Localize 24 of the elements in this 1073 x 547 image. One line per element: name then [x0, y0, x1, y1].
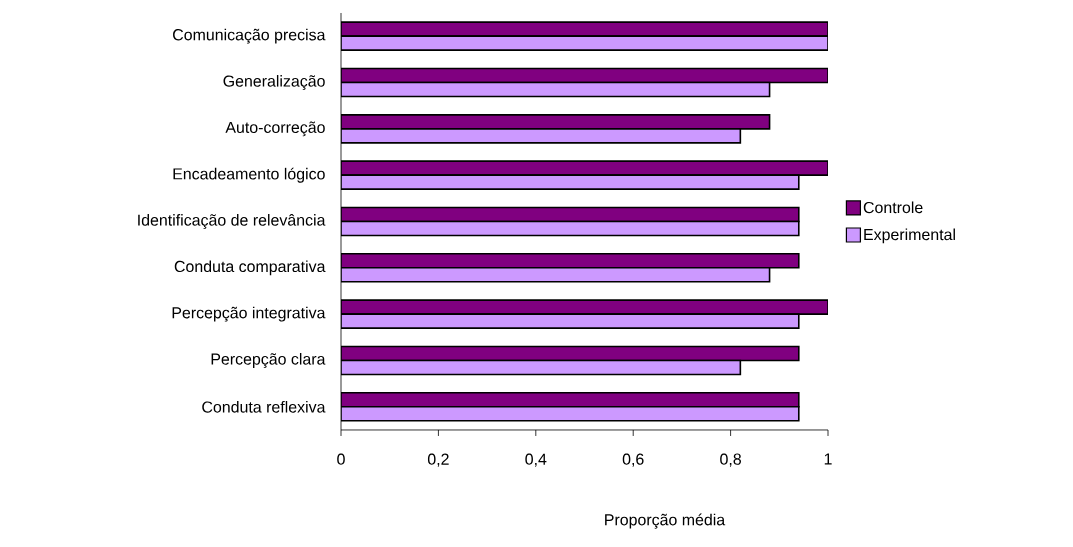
y-tick-label: Percepção integrativa: [172, 306, 326, 322]
y-tick-label: Identificação de relevância: [138, 214, 326, 229]
bar: [341, 220, 800, 237]
x-tick-label: 0: [337, 453, 345, 465]
bar: [341, 359, 742, 376]
x-tick-label: 1: [824, 453, 832, 465]
y-tick-label: Auto-correção: [225, 121, 325, 137]
x-tick-label: 0,8: [720, 453, 741, 467]
bar: [341, 345, 800, 362]
y-tick-label: Encadeamento lógico: [173, 167, 325, 183]
y-tick-label: Conduta comparativa: [174, 260, 326, 276]
y-tick-label: Generalização: [223, 75, 325, 90]
bar: [341, 206, 800, 223]
legend-label: Experimental: [864, 228, 955, 244]
bar: [341, 67, 829, 84]
legend-label: Controle: [863, 201, 923, 214]
x-tick-label: 0,6: [622, 453, 644, 467]
y-tick-label: Comunicação precisa: [173, 28, 326, 44]
y-tick-label: Percepção clara: [211, 353, 326, 368]
x-tick-label: 0,2: [427, 453, 449, 467]
bar: [341, 81, 771, 98]
y-tick-label: Conduta reflexiva: [202, 400, 326, 413]
x-tick-label: 0,4: [525, 453, 547, 467]
x-axis-title: Proporção média: [605, 513, 726, 529]
